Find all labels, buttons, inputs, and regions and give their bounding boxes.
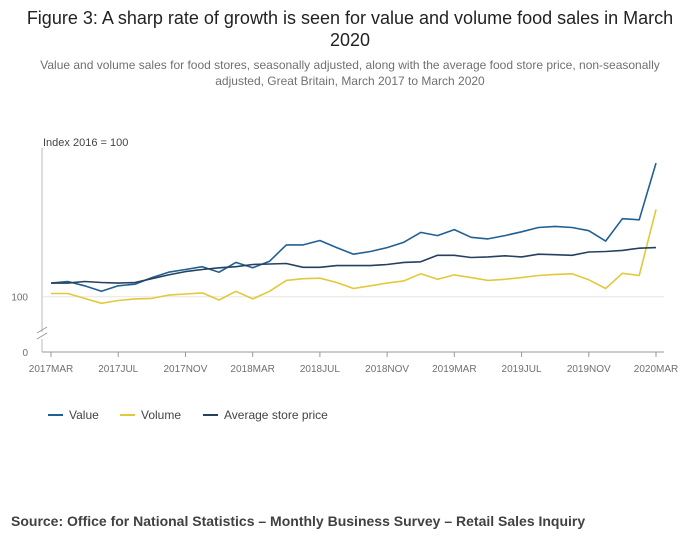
legend-label: Value [69,408,99,422]
chart-title: Figure 3: A sharp rate of growth is seen… [26,8,674,50]
series-line-average-store-price [51,246,657,284]
x-tick-label: 2020MAR [634,364,678,375]
series-line-value [50,162,657,293]
series-lines [50,162,657,305]
chart-subtitle: Value and volume sales for food stores, … [40,58,660,88]
x-tick-label: 2018JUL [300,364,340,375]
x-tick-label: 2018NOV [365,364,409,375]
series-line-volume [51,209,657,305]
axis-break-slash-lower [36,332,48,340]
legend-label: Volume [141,408,181,422]
legend-item-average-store-price: Average store price [203,408,328,422]
legend: Value Volume Average store price [48,408,328,422]
axis-break-slash-upper [36,326,48,334]
legend-item-volume: Volume [120,408,181,422]
x-axis-ticks: 2017MAR 2017JUL 2017NOV 2018MAR 2018JUL 2018N… [29,352,678,375]
source-note: Source: Office for National Statistics –… [11,513,586,529]
axis-break-marker [36,326,48,340]
x-tick-label: 2019NOV [567,364,611,375]
y-tick-label-100: 100 [11,293,28,304]
x-tick-label: 2018MAR [230,364,274,375]
x-tick-label: 2017JUL [98,364,138,375]
y-tick-label-0: 0 [22,348,28,359]
x-tick-label: 2017NOV [163,364,207,375]
y-axis-unit-label: Index 2016 = 100 [43,137,128,149]
legend-item-value: Value [48,408,99,422]
x-tick-label: 2019JUL [502,364,542,375]
x-tick-label: 2017MAR [29,364,73,375]
x-tick-label: 2019MAR [432,364,476,375]
legend-label: Average store price [224,408,328,422]
